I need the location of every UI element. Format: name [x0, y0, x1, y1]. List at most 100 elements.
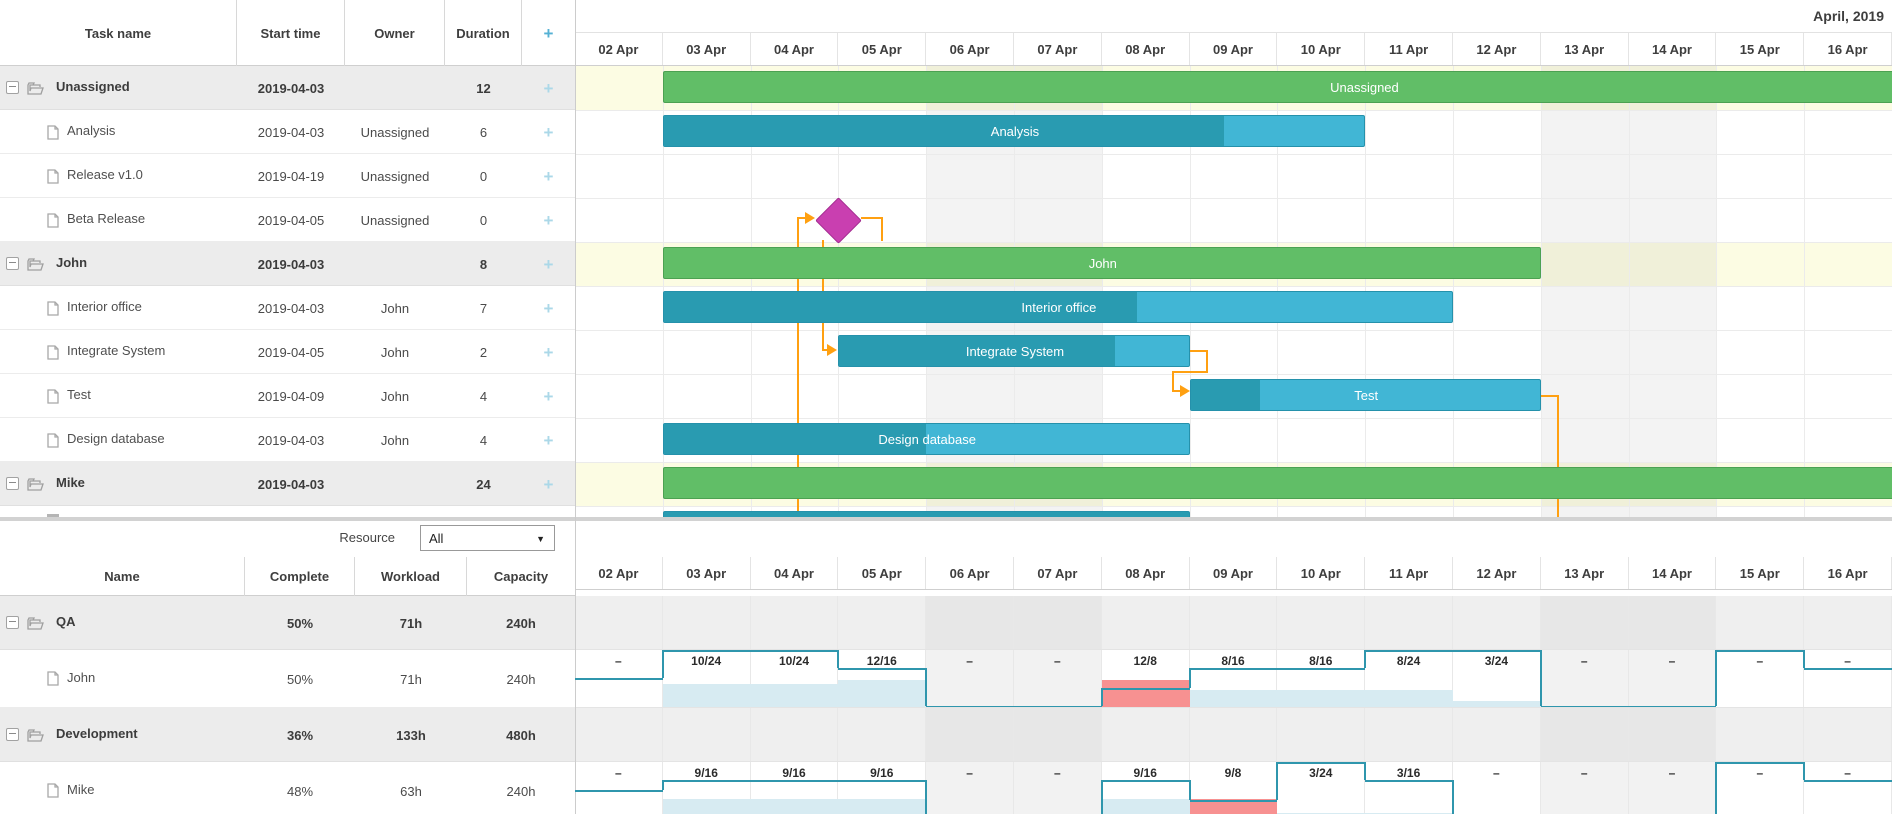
collapse-toggle-icon[interactable]	[6, 728, 19, 741]
task-row-test[interactable]: Test 2019-04-09 John 4 +	[0, 374, 575, 418]
histogram-cell: 9/16	[662, 762, 751, 814]
add-subtask-button[interactable]: +	[543, 430, 554, 450]
owner-cell: Unassigned	[360, 212, 430, 228]
histogram-cell	[751, 708, 839, 761]
link-line	[1557, 395, 1559, 517]
resource-name-label: Mike	[67, 782, 95, 797]
add-subtask-button[interactable]: +	[543, 122, 554, 142]
complete-cell: 48%	[286, 783, 314, 799]
overload-fill	[1101, 680, 1190, 707]
project-bar-unnamed[interactable]	[662, 467, 1892, 499]
task-name-label: Analysis	[67, 123, 116, 138]
collapse-toggle-icon[interactable]	[6, 616, 19, 629]
owner-cell: John	[380, 432, 410, 448]
add-subtask-button[interactable]: +	[543, 342, 554, 362]
histogram-value: 12/16	[866, 654, 897, 668]
histogram-cell: 3/24	[1277, 762, 1366, 814]
histogram-cell	[1453, 596, 1541, 649]
add-subtask-button[interactable]: +	[543, 386, 554, 406]
task-name-label: Mike	[56, 475, 85, 490]
resource-filter-select[interactable]: All ▼	[420, 525, 555, 551]
capacity-line-step	[661, 650, 664, 678]
task-grid: Task name Start time Owner Duration + Unassi…	[0, 0, 575, 517]
capacity-line-step	[1803, 762, 1806, 781]
task-row-mike[interactable]: Mike 2019-04-03 24 +	[0, 462, 575, 506]
histogram-cell: –	[1014, 650, 1102, 707]
histogram-value: –	[615, 654, 622, 668]
capacity-line	[575, 678, 663, 680]
histogram-cell	[1628, 708, 1717, 761]
folder-icon	[27, 478, 44, 491]
histogram-cell: –	[926, 762, 1014, 814]
histogram-cell: 8/24	[1365, 650, 1453, 707]
task-bar-design-database[interactable]: Design database	[662, 423, 1190, 455]
milestone-diamond[interactable]	[815, 196, 862, 244]
resource-timeline-row-development	[575, 708, 1892, 762]
collapse-toggle-icon[interactable]	[6, 81, 19, 94]
add-subtask-button[interactable]: +	[543, 210, 554, 230]
task-bar-analysis[interactable]: Analysis	[662, 115, 1366, 147]
histogram-cell	[1716, 596, 1805, 649]
day-header-11-apr: 11 Apr	[1365, 33, 1453, 65]
collapse-toggle-icon[interactable]	[6, 477, 19, 490]
day-gridline	[1540, 66, 1542, 517]
capacity-line-step	[837, 650, 840, 669]
task-row-unassigned[interactable]: Unassigned 2019-04-03 12 +	[0, 66, 575, 110]
project-bar-john[interactable]: John	[662, 247, 1541, 279]
workload-cell: 71h	[399, 615, 423, 631]
task-row-john[interactable]: John 2019-04-03 8 +	[0, 242, 575, 286]
workload-fill	[750, 684, 839, 707]
histogram-cell	[926, 708, 1014, 761]
resource-row-john[interactable]: John 50% 71h 240h	[0, 650, 575, 708]
resource-row-mike[interactable]: Mike 48% 63h 240h	[0, 762, 575, 814]
task-row-integrate-system[interactable]: Integrate System 2019-04-05 John 2 +	[0, 330, 575, 374]
resource-row-qa[interactable]: QA 50% 71h 240h	[0, 596, 575, 650]
row-gridline	[575, 154, 1892, 155]
task-bar-test[interactable]: Test	[1189, 379, 1541, 411]
task-row-release-v1-0[interactable]: Release v1.0 2019-04-19 Unassigned 0 +	[0, 154, 575, 198]
histogram-value: 9/16	[694, 766, 718, 780]
histogram-cell: –	[1628, 650, 1717, 707]
resource-timeline: 02 Apr 03 Apr 04 Apr 05 Apr 06 Apr 07 Apr 08 A…	[575, 557, 1892, 814]
task-row-design-database[interactable]: Design database 2019-04-03 John 4 +	[0, 418, 575, 462]
column-header-owner: Owner	[345, 0, 445, 66]
workload-fill	[750, 798, 839, 814]
project-bar-unassigned[interactable]: Unassigned	[662, 71, 1892, 103]
resource-row-development[interactable]: Development 36% 133h 480h	[0, 708, 575, 762]
task-bar-integrate-system[interactable]: Integrate System	[838, 335, 1190, 367]
add-subtask-button[interactable]: +	[543, 166, 554, 186]
day-header-14-apr: 14 Apr	[1628, 33, 1717, 65]
task-name-cell: Unassigned	[0, 66, 237, 110]
row-gridline	[575, 462, 1892, 463]
document-icon	[47, 169, 59, 184]
task-row-analysis[interactable]: Analysis 2019-04-03 Unassigned 6 +	[0, 110, 575, 154]
link-line	[1172, 371, 1208, 373]
add-task-column-button[interactable]: +	[543, 23, 554, 43]
day-gridline	[1453, 66, 1454, 517]
task-name-cell: Mike	[0, 462, 237, 506]
add-subtask-button[interactable]: +	[543, 254, 554, 274]
workload-fill	[838, 680, 927, 707]
capacity-line-step	[1364, 762, 1367, 781]
owner-cell	[345, 66, 445, 110]
histogram-value: –	[615, 766, 622, 780]
add-subtask-button[interactable]: +	[543, 78, 554, 98]
duration-cell: 2	[479, 344, 488, 360]
add-subtask-button[interactable]: +	[543, 474, 554, 494]
task-bar-partial[interactable]	[662, 511, 1190, 517]
bar-label: John	[1088, 256, 1117, 271]
task-bar-interior-office[interactable]: Interior office	[662, 291, 1453, 323]
panel-splitter[interactable]	[0, 517, 1892, 521]
workload-cell: 133h	[396, 727, 426, 743]
task-row-interior-office[interactable]: Interior office 2019-04-03 John 7 +	[0, 286, 575, 330]
histogram-cell	[1277, 708, 1366, 761]
histogram-cell	[575, 708, 663, 761]
gantt-timeline: April, 2019 02 Apr 03 Apr 04 Apr 05 Apr 06 A…	[575, 0, 1892, 517]
folder-icon	[27, 258, 44, 271]
capacity-line	[1540, 706, 1629, 707]
task-row-beta-release[interactable]: Beta Release 2019-04-05 Unassigned 0 +	[0, 198, 575, 242]
collapse-toggle-icon[interactable]	[6, 257, 19, 270]
capacity-line-step	[1452, 780, 1454, 814]
capacity-line	[1014, 706, 1102, 707]
add-subtask-button[interactable]: +	[543, 298, 554, 318]
